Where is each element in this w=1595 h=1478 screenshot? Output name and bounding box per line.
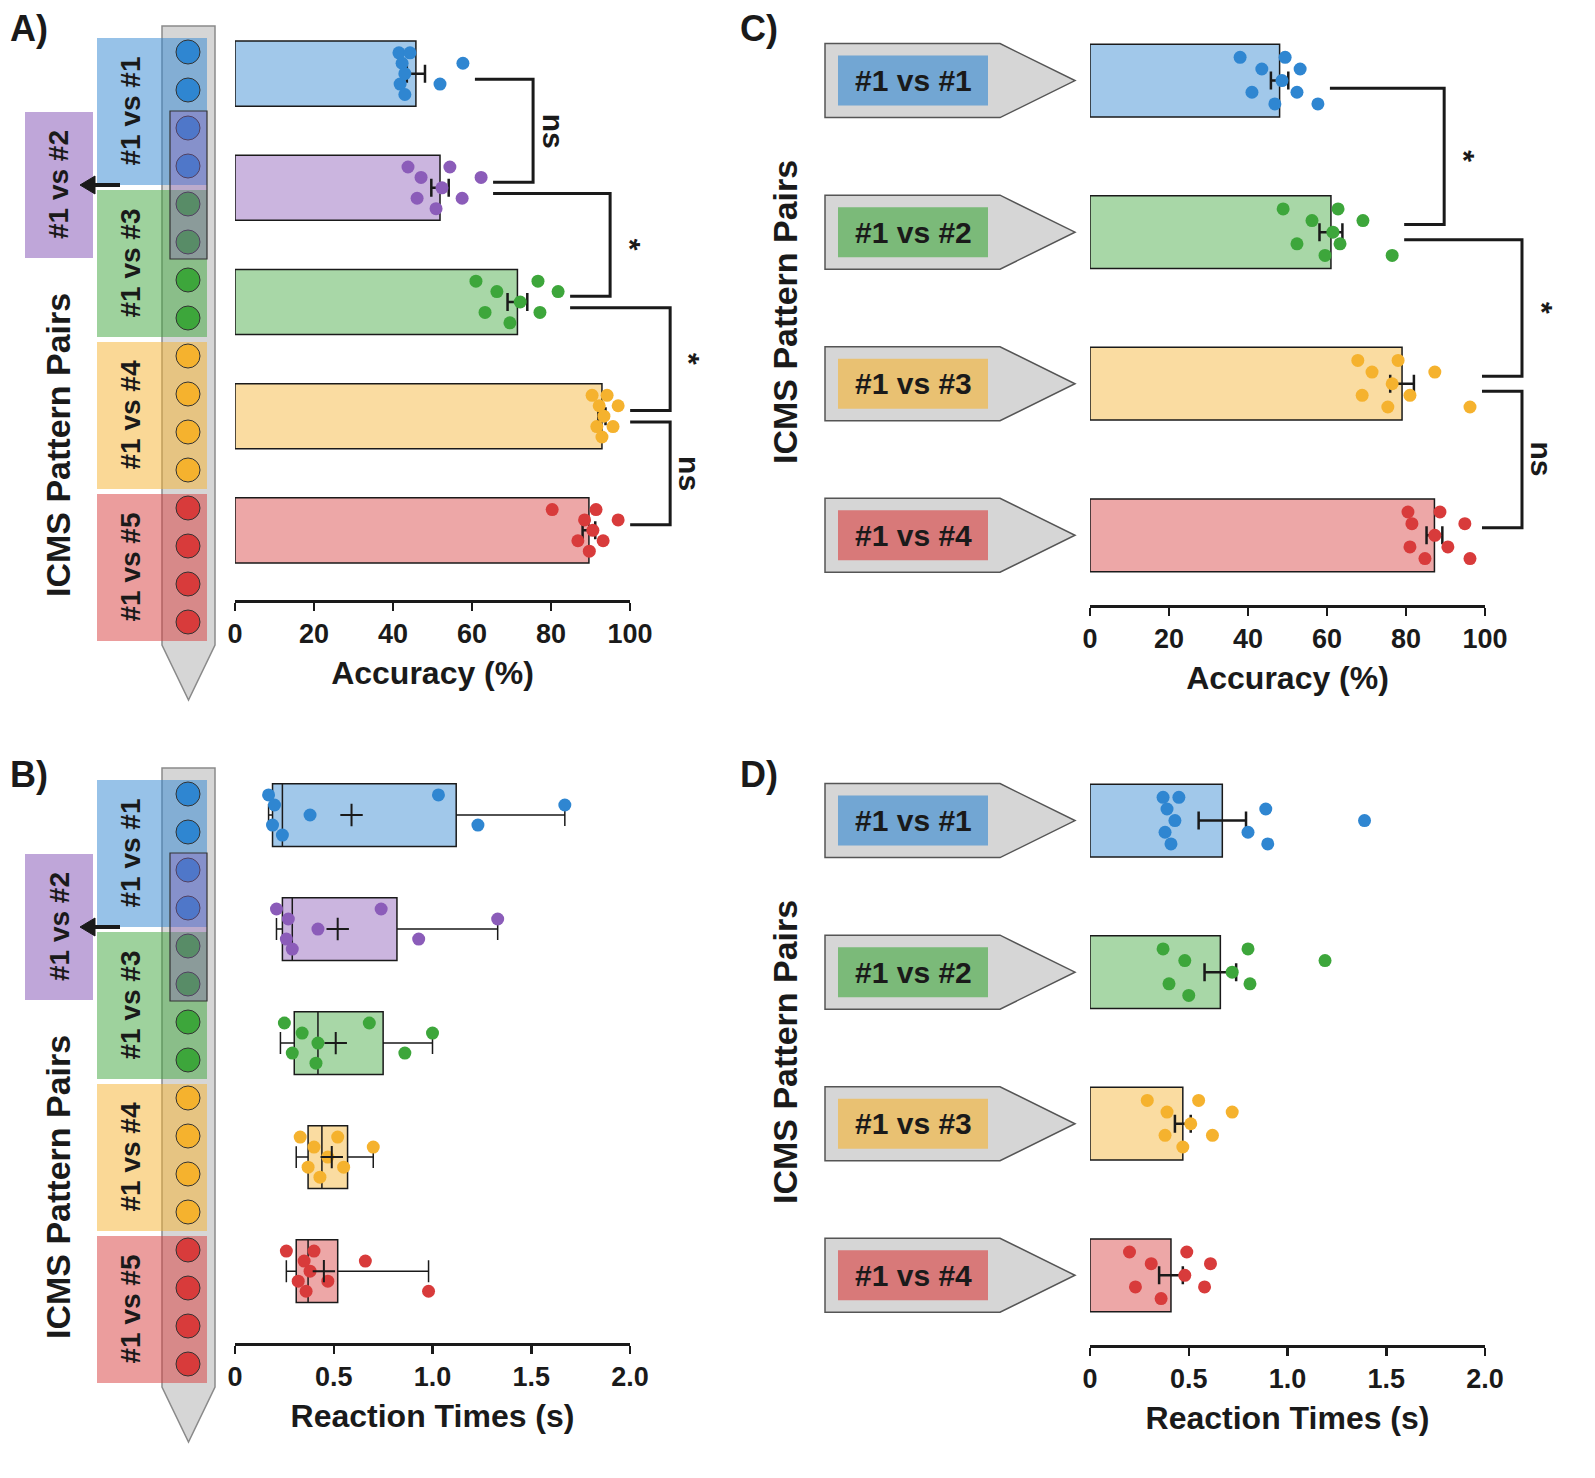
svg-text:#1 vs #4: #1 vs #4 xyxy=(115,360,146,469)
svg-text:80: 80 xyxy=(1391,624,1421,654)
svg-text:40: 40 xyxy=(1233,624,1263,654)
svg-text:*: * xyxy=(614,239,647,251)
svg-text:B): B) xyxy=(10,754,48,795)
svg-text:#1 vs #1: #1 vs #1 xyxy=(855,64,972,97)
svg-text:0: 0 xyxy=(227,619,242,649)
svg-text:#1 vs #1: #1 vs #1 xyxy=(855,804,972,837)
svg-text:80: 80 xyxy=(536,619,566,649)
svg-text:0: 0 xyxy=(227,1362,242,1392)
svg-text:*: * xyxy=(1448,150,1481,162)
svg-text:#1 vs #3: #1 vs #3 xyxy=(855,367,972,400)
svg-text:ICMS Pattern Pairs: ICMS Pattern Pairs xyxy=(39,1035,77,1339)
svg-text:0: 0 xyxy=(1082,1364,1097,1394)
svg-text:#1 vs #2: #1 vs #2 xyxy=(43,130,74,239)
svg-text:#1 vs #5: #1 vs #5 xyxy=(115,1255,146,1364)
svg-text:0: 0 xyxy=(1082,624,1097,654)
svg-text:#1 vs #5: #1 vs #5 xyxy=(115,513,146,622)
svg-text:0.5: 0.5 xyxy=(315,1362,353,1392)
svg-text:2.0: 2.0 xyxy=(611,1362,649,1392)
svg-text:Accuracy (%): Accuracy (%) xyxy=(1186,660,1389,696)
svg-text:1.5: 1.5 xyxy=(512,1362,550,1392)
svg-text:ICMS Pattern Pairs: ICMS Pattern Pairs xyxy=(766,900,804,1204)
svg-text:60: 60 xyxy=(457,619,487,649)
svg-text:100: 100 xyxy=(1462,624,1507,654)
svg-text:1.0: 1.0 xyxy=(414,1362,452,1392)
svg-text:100: 100 xyxy=(607,619,652,649)
svg-text:ICMS Pattern Pairs: ICMS Pattern Pairs xyxy=(39,293,77,597)
svg-text:Reaction Times (s): Reaction Times (s) xyxy=(291,1398,575,1434)
svg-text:#1 vs #4: #1 vs #4 xyxy=(855,519,972,552)
svg-text:ns: ns xyxy=(537,114,570,149)
svg-text:C): C) xyxy=(740,8,778,49)
svg-text:#1 vs #2: #1 vs #2 xyxy=(855,956,972,989)
svg-text:1.5: 1.5 xyxy=(1367,1364,1405,1394)
svg-text:Reaction Times (s): Reaction Times (s) xyxy=(1146,1400,1430,1436)
svg-text:ns: ns xyxy=(1525,442,1558,477)
svg-text:#1 vs #1: #1 vs #1 xyxy=(115,799,146,908)
svg-text:A): A) xyxy=(10,8,48,49)
svg-text:#1 vs #3: #1 vs #3 xyxy=(115,209,146,318)
svg-text:2.0: 2.0 xyxy=(1466,1364,1504,1394)
svg-text:*: * xyxy=(1526,302,1559,314)
svg-text:D): D) xyxy=(740,754,778,795)
svg-text:#1 vs #3: #1 vs #3 xyxy=(855,1107,972,1140)
svg-text:#1 vs #4: #1 vs #4 xyxy=(115,1102,146,1211)
svg-text:#1 vs #2: #1 vs #2 xyxy=(44,872,75,981)
svg-text:#1 vs #2: #1 vs #2 xyxy=(855,216,972,249)
svg-text:Accuracy (%): Accuracy (%) xyxy=(331,655,534,691)
svg-text:#1 vs #3: #1 vs #3 xyxy=(115,951,146,1060)
svg-text:ns: ns xyxy=(673,456,706,491)
svg-text:*: * xyxy=(673,353,706,365)
svg-text:40: 40 xyxy=(378,619,408,649)
svg-text:20: 20 xyxy=(1154,624,1184,654)
svg-text:#1 vs #1: #1 vs #1 xyxy=(115,57,146,166)
svg-text:ICMS Pattern Pairs: ICMS Pattern Pairs xyxy=(766,160,804,464)
svg-text:#1 vs #4: #1 vs #4 xyxy=(855,1259,972,1292)
svg-text:60: 60 xyxy=(1312,624,1342,654)
svg-text:20: 20 xyxy=(299,619,329,649)
svg-text:1.0: 1.0 xyxy=(1269,1364,1307,1394)
svg-text:0.5: 0.5 xyxy=(1170,1364,1208,1394)
